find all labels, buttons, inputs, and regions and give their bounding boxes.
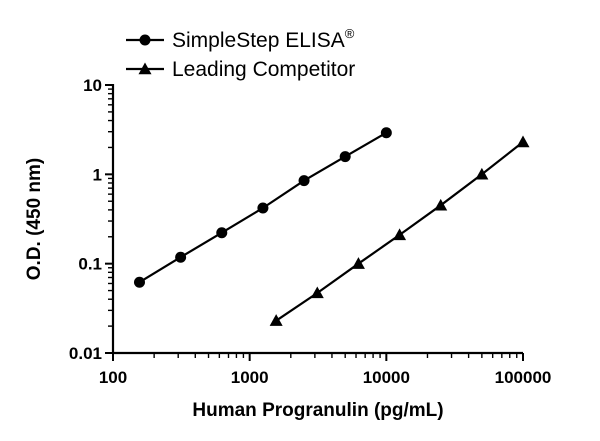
data-point-triangle xyxy=(310,286,324,299)
data-point-circle xyxy=(339,151,351,163)
x-tick-label: 100000 xyxy=(495,368,552,387)
data-point-circle xyxy=(257,202,269,214)
legend: SimpleStep ELISA® Leading Competitor xyxy=(126,26,355,81)
data-point-circle xyxy=(175,251,187,263)
y-tick-label: 0.1 xyxy=(78,255,102,274)
data-point-circle xyxy=(298,175,310,187)
x-tick-label: 10000 xyxy=(363,368,410,387)
legend-marker-triangle xyxy=(138,62,152,75)
data-point-triangle xyxy=(351,257,365,269)
x-tick-label: 100 xyxy=(99,368,127,387)
data-point-triangle xyxy=(393,228,407,241)
legend-label: SimpleStep ELISA® xyxy=(172,26,355,52)
data-point-triangle xyxy=(475,167,489,180)
data-point-circle xyxy=(380,127,392,139)
data-point-circle xyxy=(216,227,228,239)
series-triangle xyxy=(269,135,530,326)
data-point-triangle xyxy=(269,314,283,326)
data-point-triangle xyxy=(434,198,448,211)
axes: 0.01 0.1 1 10 100 1000 10000 100000 xyxy=(69,76,551,387)
y-tick-label: 0.01 xyxy=(69,344,102,363)
y-axis-title: O.D. (450 nm) xyxy=(24,158,45,280)
legend-label: Leading Competitor xyxy=(172,58,355,81)
data-point-triangle xyxy=(516,135,530,148)
series-circle xyxy=(133,127,392,288)
legend-item: SimpleStep ELISA® xyxy=(126,26,355,52)
x-axis-title: Human Progranulin (pg/mL) xyxy=(192,400,443,421)
legend-item: Leading Competitor xyxy=(126,58,355,81)
x-ticks: 100 1000 10000 100000 xyxy=(99,353,552,387)
series-layer xyxy=(133,127,530,326)
y-tick-label: 1 xyxy=(93,165,102,184)
y-ticks: 0.01 0.1 1 10 xyxy=(69,76,113,363)
legend-marker-circle xyxy=(139,34,151,46)
x-tick-label: 1000 xyxy=(231,368,269,387)
data-point-circle xyxy=(133,276,145,288)
y-tick-label: 10 xyxy=(83,76,102,95)
